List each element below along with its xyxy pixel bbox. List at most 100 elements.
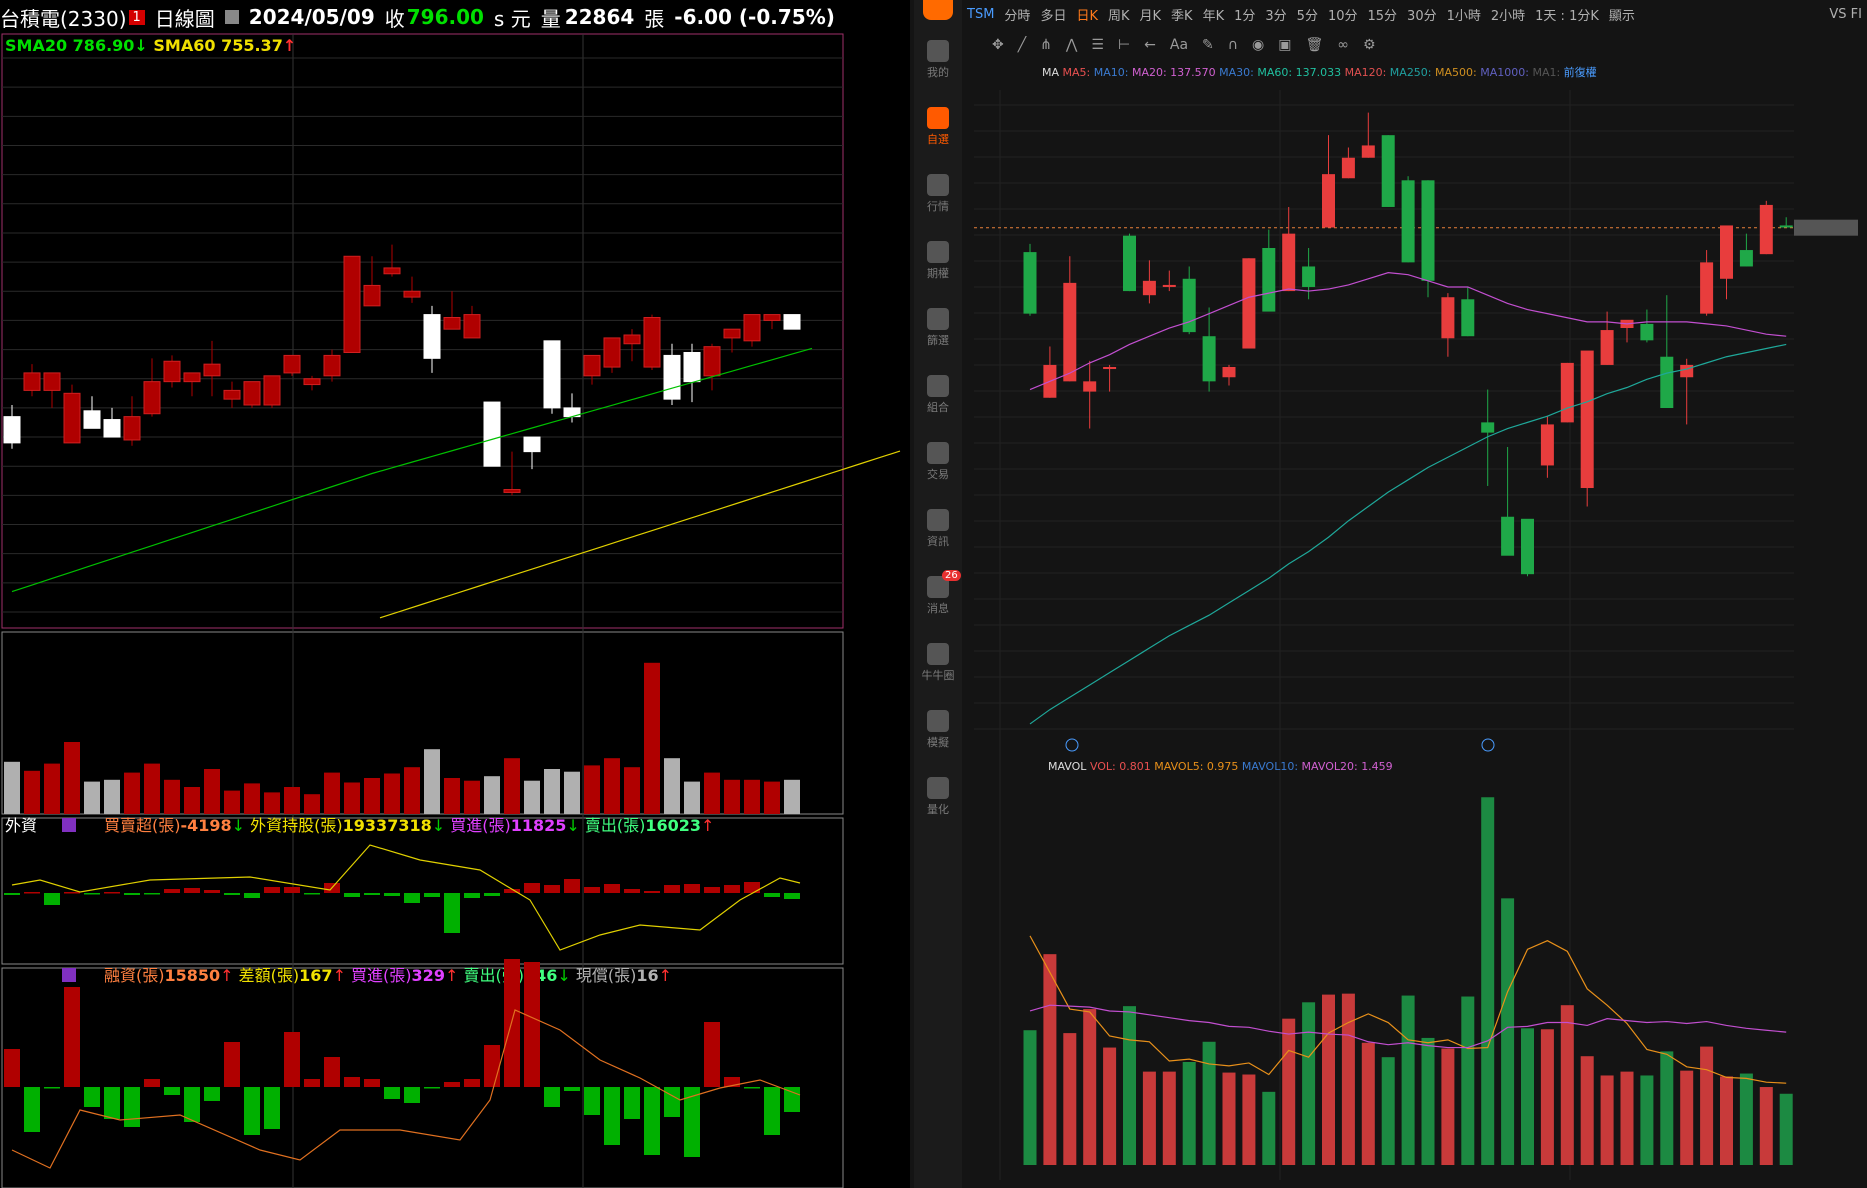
sidebar-item-7[interactable]: 資訊 <box>914 509 962 549</box>
foreign-bar <box>424 893 440 897</box>
volume-bar <box>1779 1093 1793 1165</box>
period-tab[interactable]: 季K <box>1171 8 1193 24</box>
candle-body <box>603 337 621 368</box>
quote-date: 2024/05/09 <box>248 5 375 29</box>
fib-tool-icon[interactable]: ☰ <box>1091 37 1104 53</box>
view-type[interactable]: 日線圖 <box>154 6 215 31</box>
candle-body <box>503 489 521 493</box>
candle-body <box>703 346 721 377</box>
sidebar-item-9[interactable]: 牛牛圈 <box>914 643 962 683</box>
period-tab[interactable]: 1小時 <box>1446 8 1481 24</box>
eye-icon[interactable]: ◉ <box>1252 37 1265 53</box>
buy-arrow: ↓ <box>566 816 579 835</box>
list-icon <box>62 818 76 832</box>
candle-body <box>463 314 481 339</box>
text-tool-icon[interactable]: Aa <box>1169 37 1189 53</box>
period-tab[interactable]: 1天 : 1分K <box>1535 8 1599 24</box>
magnet-icon[interactable]: ∩ <box>1227 37 1239 53</box>
candle-body <box>283 354 301 374</box>
candle-body <box>243 381 261 406</box>
app-logo[interactable] <box>923 0 953 20</box>
sidebar-item-4[interactable]: 篩選 <box>914 308 962 348</box>
period-tab[interactable]: 周K <box>1107 8 1130 24</box>
settings-icon[interactable]: ⚙ <box>1362 37 1376 53</box>
candle-body <box>1640 323 1654 341</box>
candle-body <box>1720 225 1733 279</box>
volume-bar <box>524 780 540 814</box>
candle-body <box>1461 299 1475 337</box>
candle-body <box>1779 225 1793 228</box>
lock-icon[interactable]: ▣ <box>1278 37 1292 53</box>
line-tool-icon[interactable]: ╱ <box>1017 37 1027 53</box>
crosshair-icon[interactable]: ✥ <box>992 37 1004 53</box>
margin-bar <box>664 1087 680 1117</box>
sidebar-item-10[interactable]: 模擬 <box>914 710 962 750</box>
trash-icon[interactable]: 🗑 <box>1305 37 1324 53</box>
volume-bar <box>1361 1042 1375 1165</box>
link-icon[interactable]: ∞ <box>1337 37 1349 53</box>
mavol5-value: 0.975 <box>1207 760 1242 773</box>
community-icon <box>927 643 949 665</box>
dropdown-icon[interactable] <box>224 10 239 24</box>
candle-body <box>203 363 221 377</box>
period-tab[interactable]: 年K <box>1202 8 1225 24</box>
volume-bar <box>1322 994 1335 1165</box>
margin-bar <box>164 1087 180 1095</box>
foreign-bar <box>64 892 80 894</box>
sidebar-label: 牛牛圈 <box>921 669 955 682</box>
period-tab[interactable]: 顯示 <box>1608 8 1635 24</box>
sidebar-item-6[interactable]: 交易 <box>914 442 962 482</box>
arrow-tool-icon[interactable]: ← <box>1144 37 1156 53</box>
volume-bar <box>1720 1076 1733 1165</box>
sma20-label: SMA20 <box>5 36 73 55</box>
period-tab[interactable]: 多日 <box>1040 8 1067 24</box>
period-tab[interactable]: 30分 <box>1407 8 1437 24</box>
period-tab[interactable]: 3分 <box>1265 8 1287 24</box>
candle-body <box>63 392 81 444</box>
period-tab[interactable]: 5分 <box>1296 8 1318 24</box>
period-tab[interactable]: 月K <box>1139 8 1162 24</box>
sidebar-label: 消息 <box>927 602 949 615</box>
code-icon <box>927 777 949 799</box>
margin-bar <box>544 1087 560 1107</box>
candle-body <box>783 314 801 330</box>
period-tab[interactable]: 15分 <box>1367 8 1398 24</box>
sidebar-item-11[interactable]: 量化 <box>914 777 962 817</box>
brush-tool-icon[interactable]: ✎ <box>1202 37 1214 53</box>
panel-frame-2 <box>1 817 844 965</box>
fork-tool-icon[interactable]: ⋔ <box>1040 37 1052 53</box>
candle-body <box>1580 350 1594 489</box>
candle-body <box>1142 280 1156 296</box>
period-tab[interactable]: 日K <box>1076 8 1098 24</box>
volume-bar <box>384 773 400 814</box>
diff-arrow: ↑ <box>333 966 346 985</box>
measure-tool-icon[interactable]: ⊢ <box>1117 37 1131 53</box>
period-tab[interactable]: 1分 <box>1234 8 1256 24</box>
period-tab[interactable]: 10分 <box>1327 8 1358 24</box>
symbol-tab[interactable]: TSM <box>967 6 995 22</box>
period-tab[interactable]: 分時 <box>1004 8 1031 24</box>
sidebar-item-0[interactable]: 我的 <box>914 40 962 80</box>
trade-icon <box>927 442 949 464</box>
candle-body <box>3 416 21 444</box>
right-chart-canvas[interactable]: MA MA5: MA10: MA20: 137.570 MA30: MA60: … <box>914 0 1867 1188</box>
margin-bar <box>724 1077 740 1087</box>
zigzag-tool-icon[interactable]: ⋀ <box>1065 37 1078 53</box>
volume-bar <box>1123 1006 1136 1165</box>
period-tab[interactable]: 2小時 <box>1490 8 1526 24</box>
sidebar-item-5[interactable]: 組合 <box>914 375 962 415</box>
volume-bar <box>664 758 680 814</box>
sidebar-item-1[interactable]: 自選 <box>914 107 962 147</box>
margin-bar <box>304 1079 320 1087</box>
sidebar-item-3[interactable]: 期權 <box>914 241 962 281</box>
volume-bar <box>24 770 40 814</box>
margin-bar <box>24 1087 40 1132</box>
volume-bar <box>1501 898 1515 1165</box>
volume-bar <box>1461 996 1475 1165</box>
left-chart-canvas[interactable]: SMA20 786.90↓ SMA60 755.37↑外資 買賣超(張)-4198… <box>0 0 910 1188</box>
sidebar-item-2[interactable]: 行情 <box>914 174 962 214</box>
volume-bar <box>724 779 740 814</box>
sidebar-item-8[interactable]: 消息 26 <box>914 570 962 616</box>
compare-button[interactable]: VS FI <box>1829 6 1862 22</box>
margin-bar <box>44 1087 60 1089</box>
